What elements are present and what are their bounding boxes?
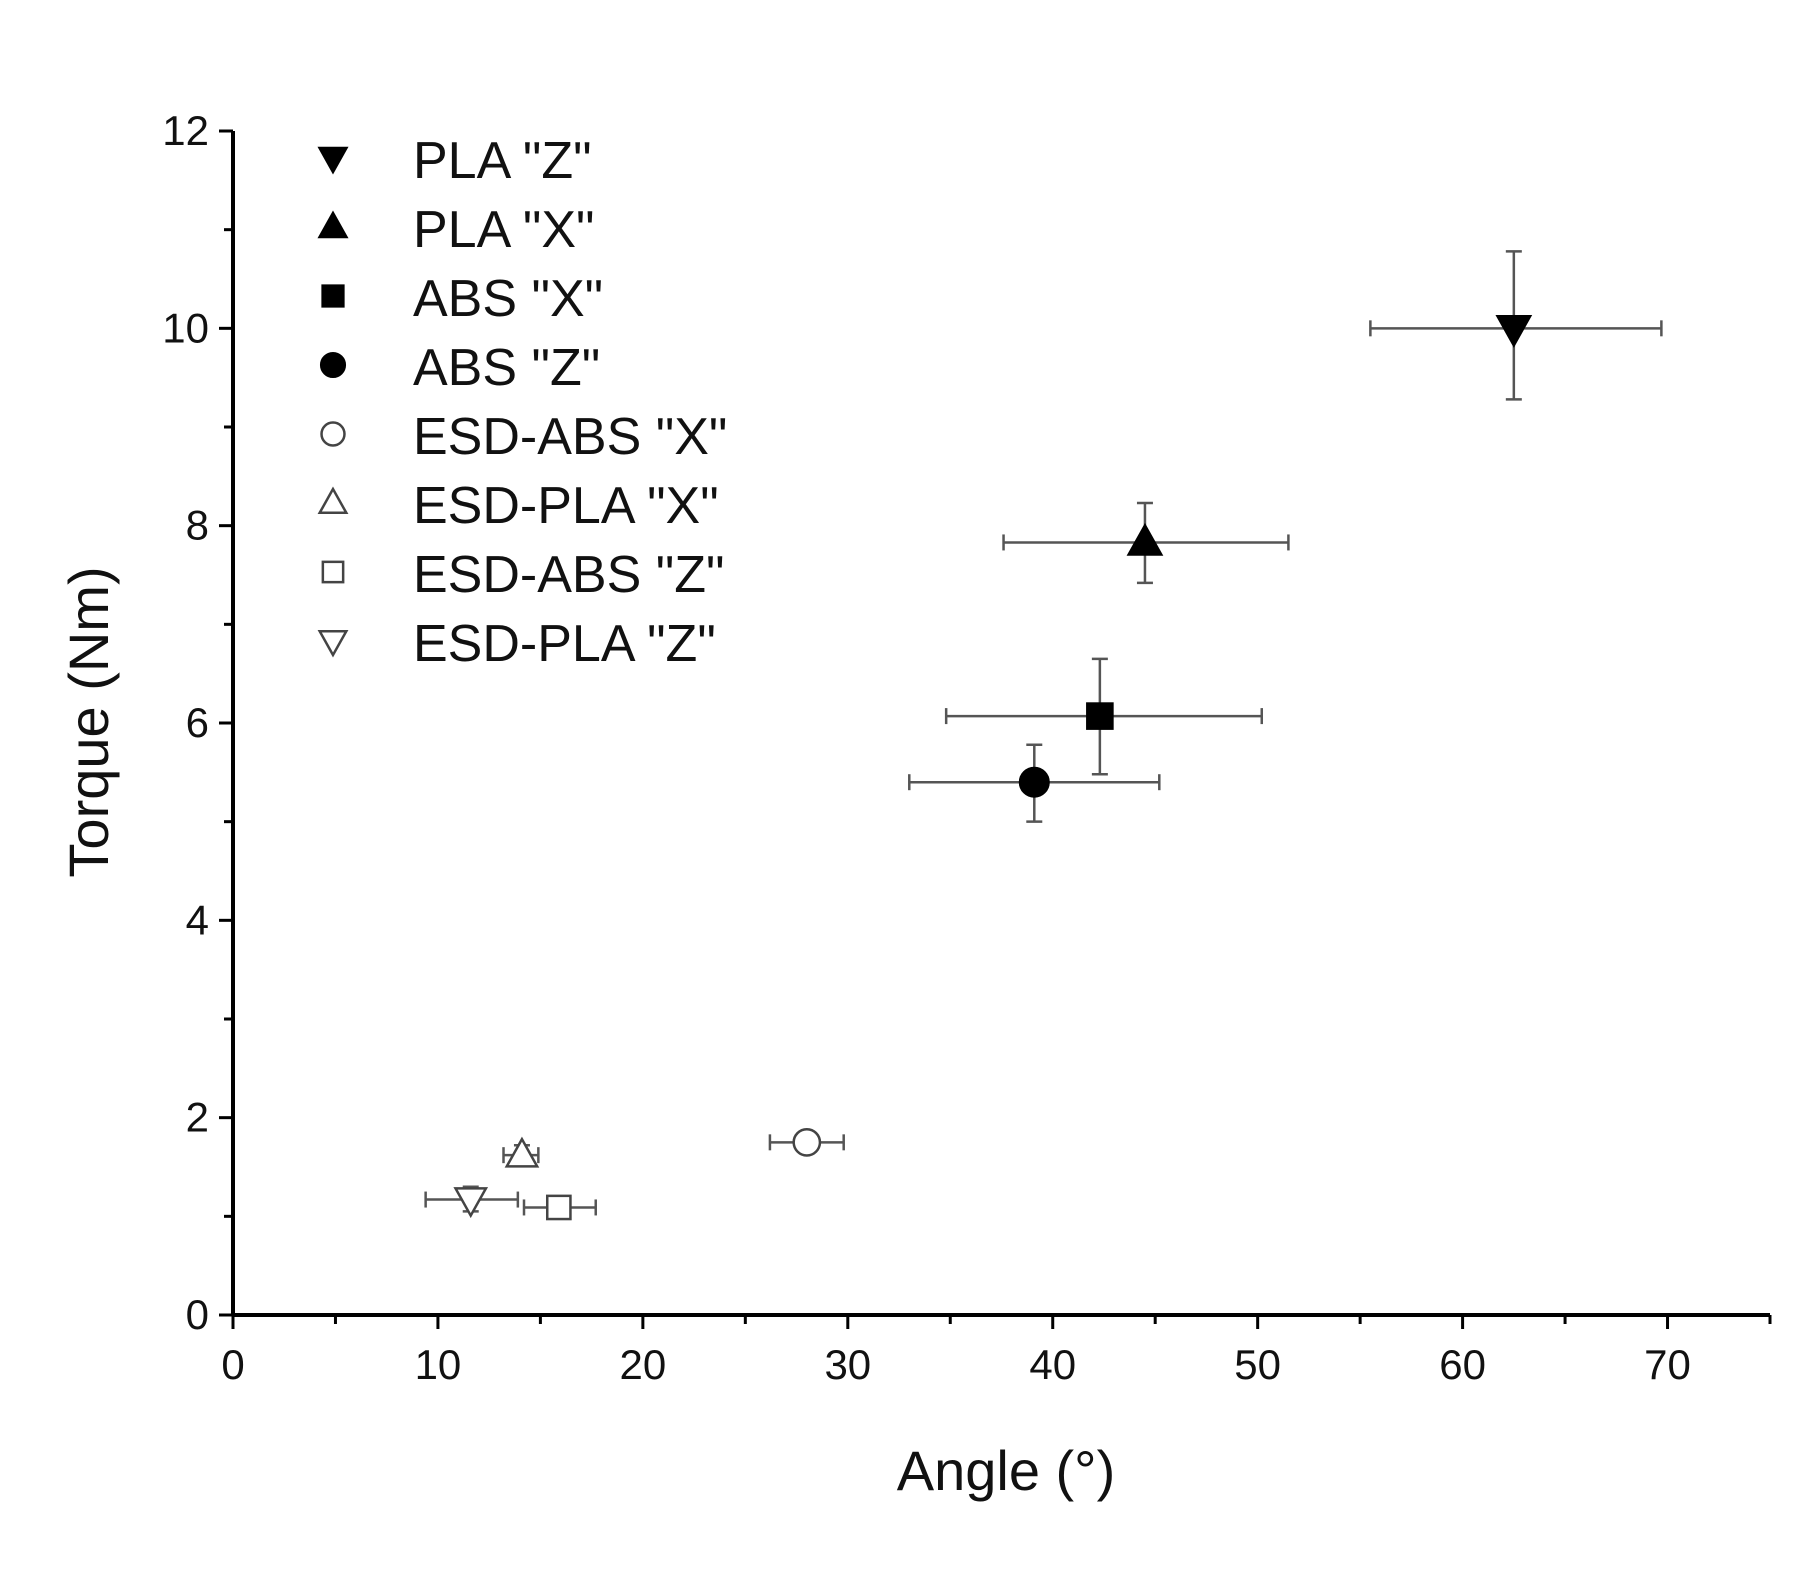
legend-marker (321, 284, 345, 308)
x-tick-label: 60 (1439, 1341, 1486, 1388)
data-point-group (1002, 501, 1290, 585)
y-tick-label: 4 (186, 896, 209, 943)
legend-entry: ESD-PLA "Z" (317, 615, 716, 673)
legend-label: ABS "Z" (413, 339, 600, 397)
legend-marker (317, 486, 349, 515)
x-tick-label: 0 (221, 1341, 244, 1388)
legend-entry: ABS "X" (321, 270, 603, 328)
x-tick-label: 20 (620, 1341, 667, 1388)
legend-label: ESD-ABS "Z" (413, 546, 724, 604)
legend-label: ESD-PLA "Z" (413, 615, 716, 673)
legend-entry: ESD-ABS "Z" (321, 546, 724, 604)
legend-marker (317, 629, 349, 658)
y-tick-label: 0 (186, 1291, 209, 1338)
axes: 0 10 20 30 40 50 60 70 0 2 4 6 8 10 12 (162, 107, 1772, 1388)
x-tick-label: 40 (1029, 1341, 1076, 1388)
legend-marker (317, 210, 349, 239)
data-point-group (522, 1194, 597, 1221)
data-point-group (1369, 250, 1663, 401)
data-point (1495, 314, 1533, 348)
x-tick-label: 70 (1644, 1341, 1691, 1388)
data-point (504, 1136, 540, 1168)
legend-label: PLA "Z" (413, 132, 592, 190)
y-tick-label: 2 (186, 1094, 209, 1141)
y-tick-label: 10 (162, 304, 209, 351)
x-tick-label: 30 (824, 1341, 871, 1388)
data-points (424, 250, 1663, 1221)
legend-entry: PLA "X" (317, 201, 594, 259)
data-point (545, 1194, 572, 1221)
legend-label: ESD-PLA "X" (413, 477, 719, 535)
x-tick-label: 10 (415, 1341, 462, 1388)
legend-entry: PLA "Z" (317, 132, 592, 190)
legend-marker (317, 146, 349, 175)
data-point-group (502, 1136, 540, 1168)
data-point (1126, 522, 1164, 556)
legend-entry: ESD-PLA "X" (317, 477, 719, 535)
data-point-group (768, 1127, 845, 1157)
data-point (1018, 766, 1050, 798)
y-tick-label: 8 (186, 502, 209, 549)
data-point (792, 1127, 822, 1157)
data-point-group (908, 743, 1161, 823)
legend-label: PLA "X" (413, 201, 594, 259)
legend-marker (320, 421, 346, 447)
legend-marker (319, 351, 347, 379)
legend-entry: ABS "Z" (319, 339, 600, 397)
legend-label: ABS "X" (413, 270, 603, 328)
y-tick-label: 12 (162, 107, 209, 154)
y-tick-label: 6 (186, 699, 209, 746)
data-point (1086, 702, 1114, 730)
legend-label: ESD-ABS "X" (413, 408, 727, 466)
data-point-group (424, 1185, 520, 1219)
legend-entry: ESD-ABS "X" (320, 408, 727, 466)
y-axis-title: Torque (Nm) (57, 566, 120, 877)
legend: PLA "Z" PLA "X" ABS "X" ABS "Z" ESD-ABS "X" E… (317, 132, 727, 673)
legend-marker (321, 560, 345, 584)
data-point (453, 1187, 489, 1219)
data-point-group (944, 657, 1264, 776)
x-axis-title: Angle (°) (897, 1439, 1115, 1502)
x-tick-label: 50 (1234, 1341, 1281, 1388)
